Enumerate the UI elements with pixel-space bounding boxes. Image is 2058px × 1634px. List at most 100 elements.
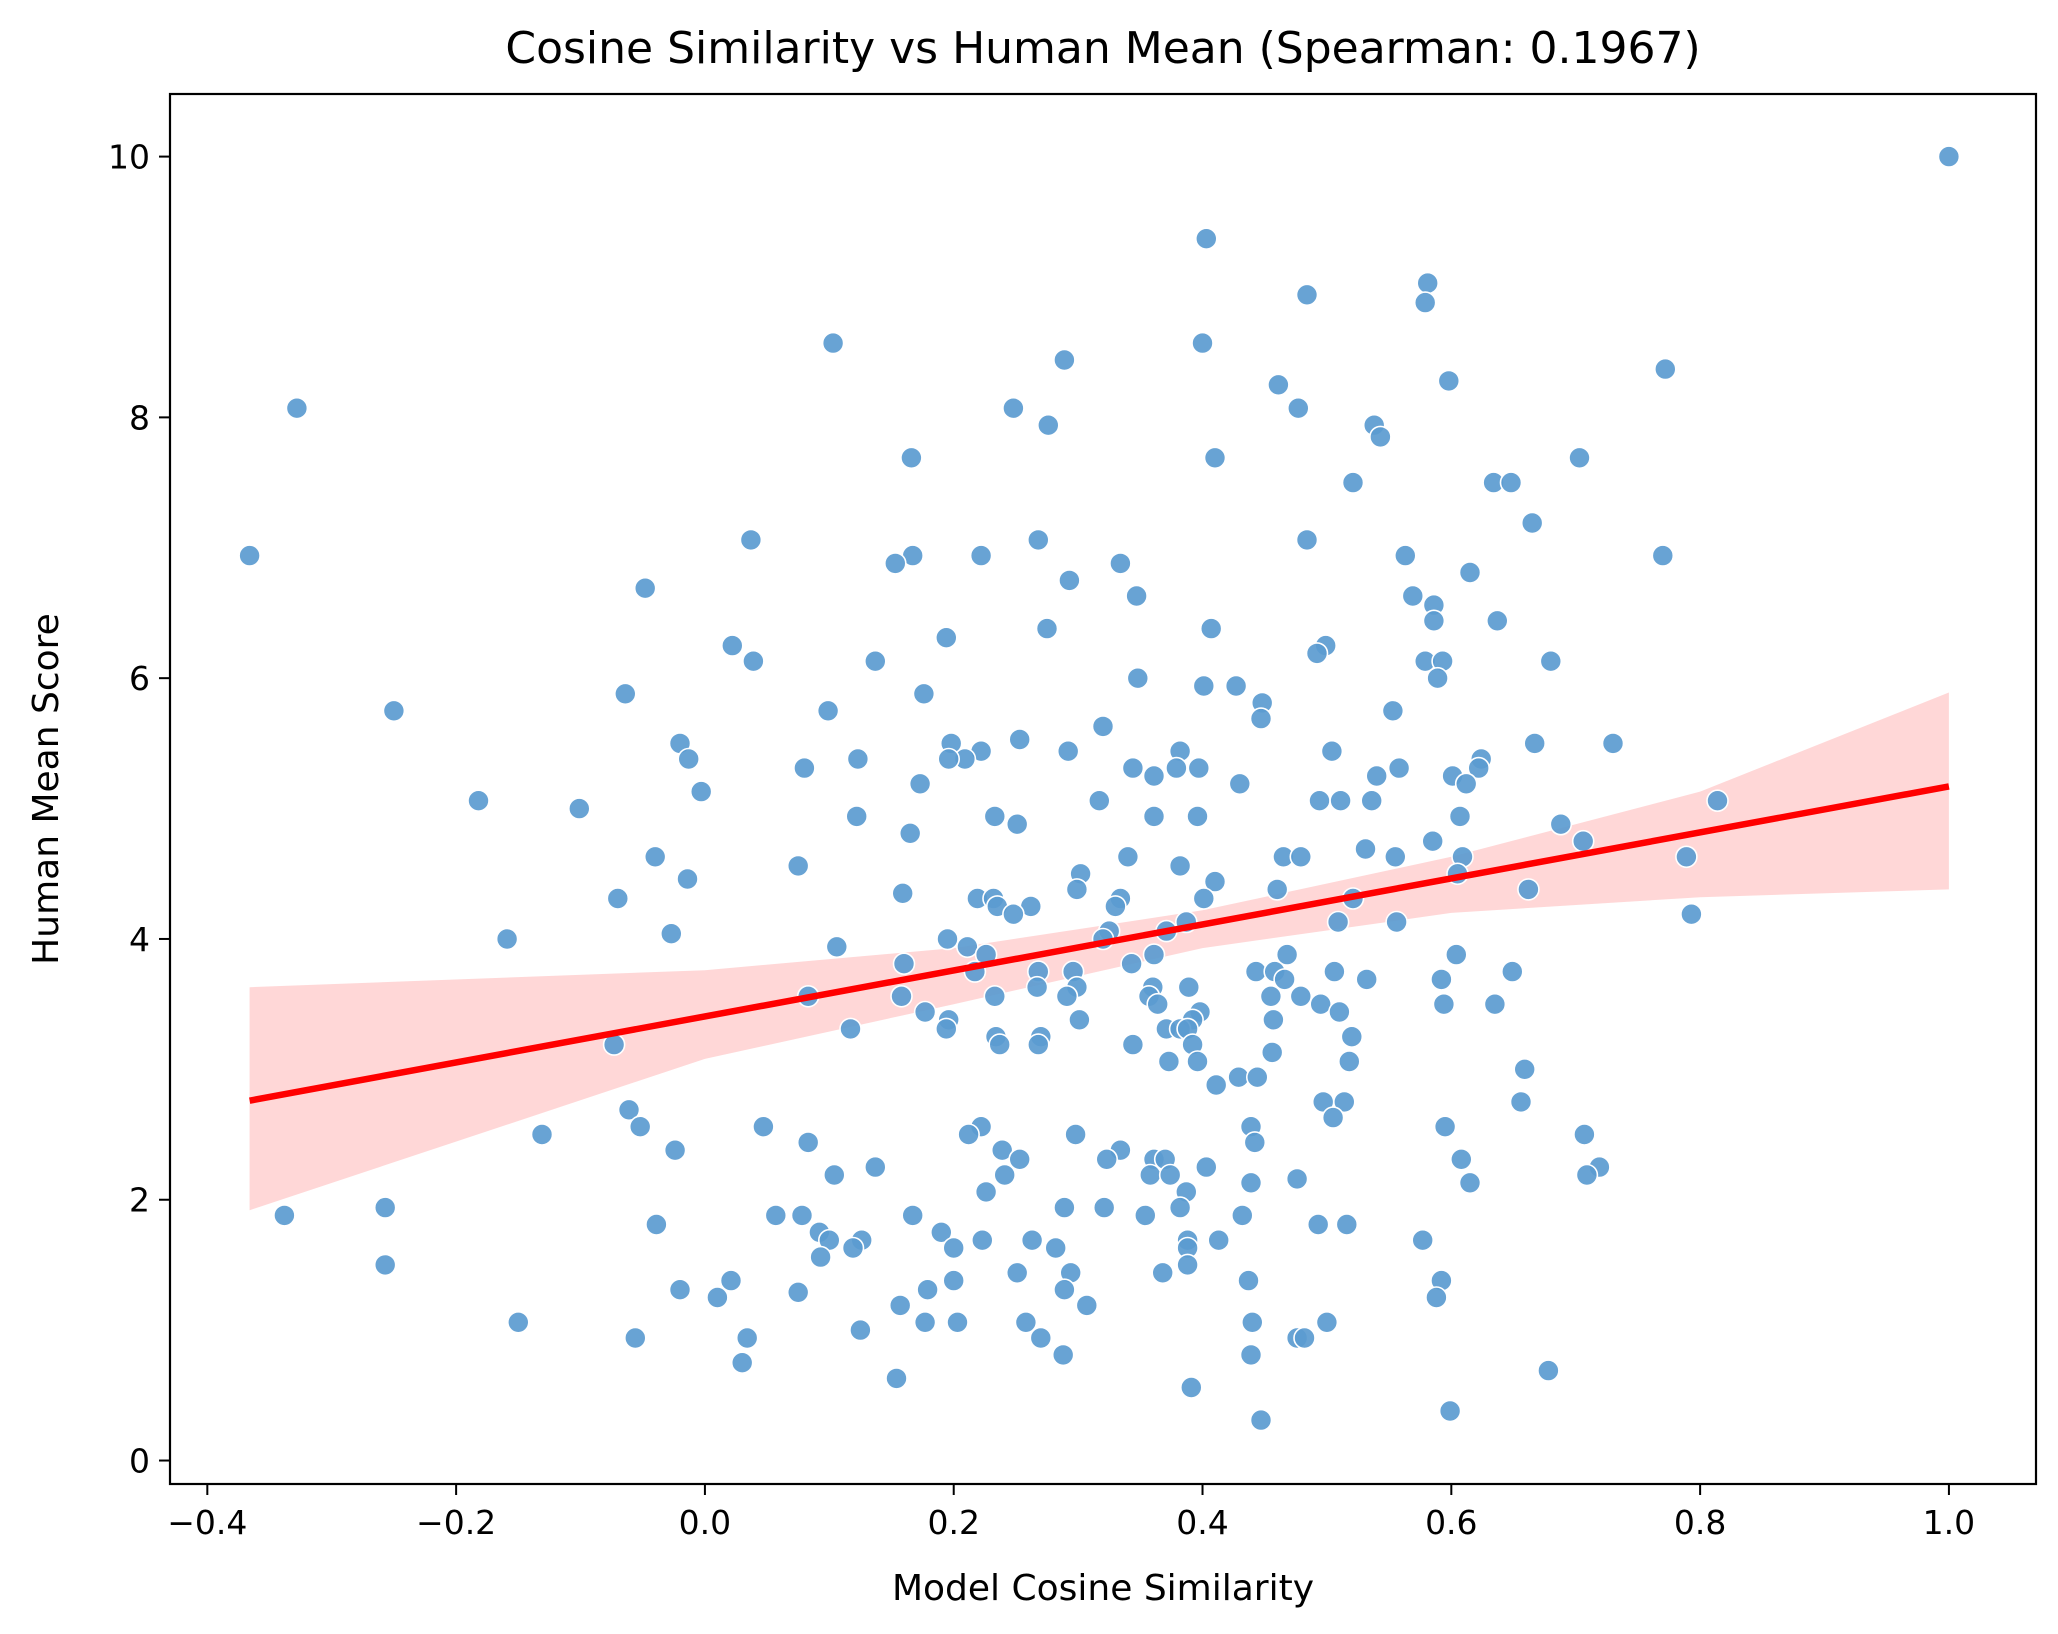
- data-point: [1262, 1008, 1285, 1032]
- data-point: [1231, 1204, 1254, 1227]
- data-point: [1239, 1343, 1263, 1367]
- data-point: [888, 1294, 912, 1317]
- x-axis-label: Model Cosine Similarity: [892, 1568, 1314, 1609]
- data-point: [1422, 609, 1446, 633]
- x-tick-label: 0.4: [1176, 1503, 1228, 1542]
- y-tick-label: 2: [129, 1181, 150, 1220]
- data-point: [1937, 145, 1961, 168]
- chart-title: Cosine Similarity vs Human Mean (Spearma…: [505, 23, 1700, 74]
- data-point: [891, 881, 915, 905]
- data-point: [495, 927, 519, 951]
- data-point: [1228, 772, 1252, 796]
- data-point: [677, 747, 701, 771]
- data-point: [764, 1204, 788, 1227]
- data-point: [1483, 992, 1507, 1016]
- data-point: [1295, 528, 1319, 552]
- data-point: [1523, 732, 1546, 755]
- data-point: [1333, 1090, 1356, 1114]
- data-point: [1369, 425, 1392, 449]
- data-point: [1186, 1050, 1209, 1073]
- data-point: [990, 1138, 1014, 1162]
- data-point: [1139, 1163, 1162, 1187]
- data-point: [1501, 960, 1524, 983]
- data-point: [846, 747, 870, 771]
- data-point: [689, 780, 713, 803]
- data-point: [841, 1236, 865, 1260]
- data-point: [1158, 1163, 1182, 1187]
- data-point: [825, 935, 849, 959]
- data-point: [1259, 984, 1283, 1008]
- data-point: [1104, 895, 1127, 918]
- y-tick-label: 6: [129, 659, 150, 698]
- y-tick-label: 8: [129, 398, 150, 437]
- data-point: [1195, 227, 1218, 250]
- data-point: [1176, 1253, 1199, 1277]
- data-point: [720, 634, 744, 657]
- data-point: [285, 396, 309, 420]
- data-point: [1601, 732, 1625, 755]
- data-point: [1237, 1269, 1260, 1292]
- data-point: [1315, 1311, 1339, 1334]
- data-point: [617, 1098, 641, 1122]
- data-point: [1575, 1163, 1599, 1187]
- data-point: [1008, 728, 1032, 751]
- data-point: [1486, 609, 1509, 633]
- data-point: [845, 805, 869, 828]
- data-point: [643, 845, 667, 869]
- data-point: [1568, 446, 1591, 470]
- data-point: [1329, 789, 1352, 813]
- data-point: [1394, 544, 1417, 567]
- data-point: [1430, 968, 1453, 991]
- data-point: [1246, 1065, 1269, 1089]
- data-point: [273, 1204, 296, 1227]
- data-point: [1413, 291, 1437, 314]
- data-point: [373, 1253, 397, 1277]
- data-point: [742, 649, 765, 673]
- data-point: [916, 1278, 939, 1301]
- y-axis-ticks: 0 2 4 6 8 10: [108, 138, 170, 1481]
- data-point: [929, 1221, 953, 1244]
- x-tick-label: 0.0: [679, 1503, 731, 1542]
- data-point: [1326, 910, 1350, 934]
- y-tick-label: 4: [129, 920, 150, 959]
- data-point: [816, 699, 840, 723]
- data-point: [1168, 1196, 1192, 1219]
- data-point: [1249, 1408, 1273, 1432]
- data-point: [1675, 845, 1698, 869]
- data-point: [1706, 789, 1729, 813]
- data-point: [1416, 271, 1439, 295]
- data-point: [1520, 511, 1544, 535]
- x-axis-ticks: −0.4 −0.2 0.0 0.2 0.4 0.6 0.8 1.0: [167, 1484, 1975, 1542]
- data-point: [1355, 968, 1378, 991]
- data-point: [1125, 584, 1148, 608]
- data-point: [659, 922, 683, 946]
- data-point: [1142, 805, 1166, 828]
- data-point: [1151, 1261, 1174, 1285]
- data-point: [628, 1115, 652, 1138]
- data-point: [706, 1286, 729, 1309]
- data-point: [1142, 943, 1166, 966]
- data-point: [1651, 544, 1675, 567]
- data-point: [1092, 1196, 1116, 1219]
- data-point: [969, 544, 993, 567]
- data-point: [898, 821, 922, 845]
- data-point: [993, 1163, 1017, 1187]
- data-point: [1165, 756, 1188, 780]
- data-point: [786, 854, 810, 878]
- x-tick-label: −0.4: [167, 1503, 247, 1542]
- data-point: [1068, 1008, 1091, 1032]
- plot-frame: [168, 92, 2038, 1486]
- x-tick-label: 0.2: [927, 1503, 979, 1542]
- y-tick-label: 10: [108, 138, 150, 177]
- data-point: [822, 1163, 846, 1187]
- data-point: [1432, 992, 1456, 1016]
- data-point: [1354, 837, 1377, 861]
- data-point: [983, 805, 1007, 828]
- data-point: [908, 772, 932, 796]
- data-point: [1053, 1196, 1076, 1219]
- data-point: [1025, 975, 1049, 999]
- data-point: [1120, 952, 1143, 976]
- data-point: [1458, 561, 1482, 584]
- data-point: [1002, 902, 1025, 926]
- data-point: [1005, 812, 1029, 836]
